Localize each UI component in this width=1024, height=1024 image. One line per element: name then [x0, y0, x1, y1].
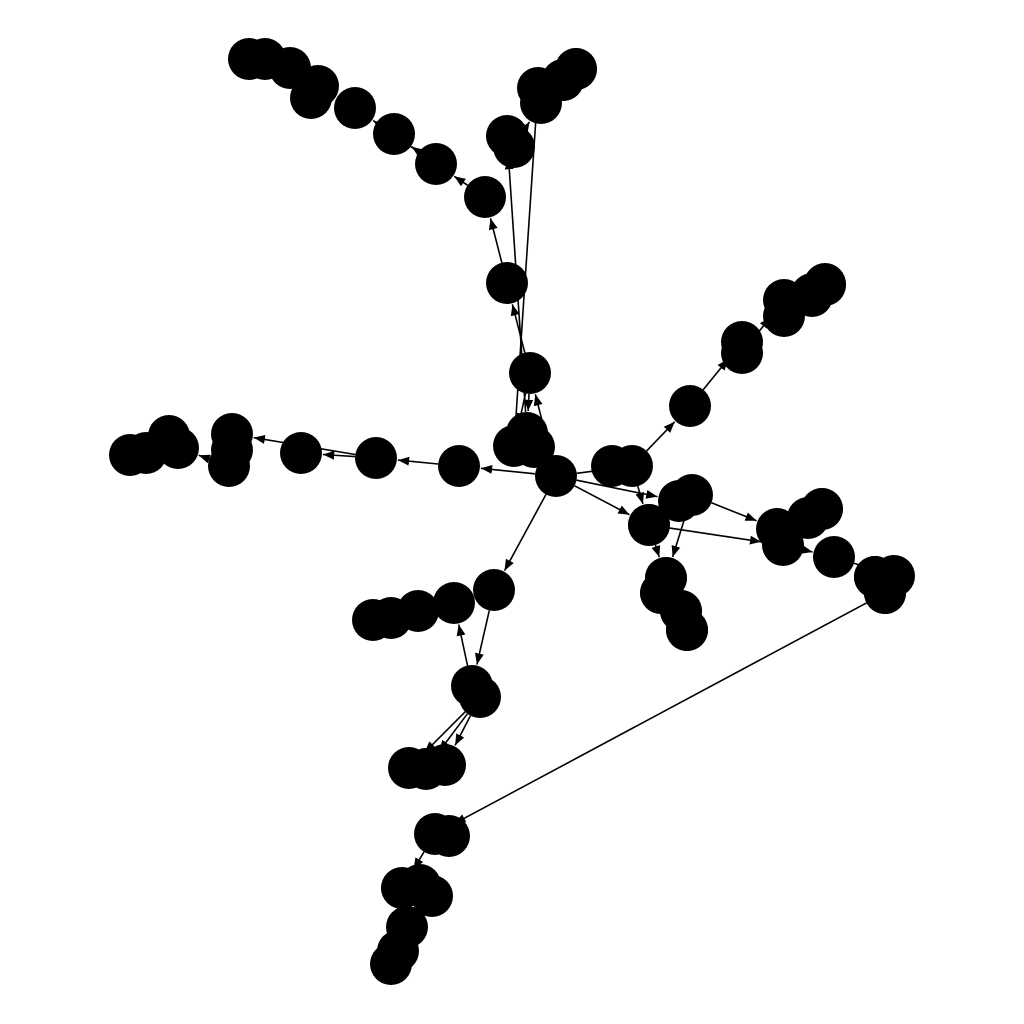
- edge-n0-n6: [574, 485, 630, 516]
- edge-n24-n25: [800, 545, 813, 554]
- node-n2: [509, 352, 551, 394]
- node-n35: [804, 264, 846, 306]
- node-n47: [493, 126, 535, 168]
- edge-n4-n13: [475, 610, 491, 665]
- edge-n18-n19: [711, 502, 757, 522]
- edge-n0-n4: [503, 494, 547, 572]
- node-n14: [459, 676, 501, 718]
- node-cluster-3: [228, 38, 270, 80]
- node-n12: [355, 437, 397, 479]
- node-n44: [334, 87, 376, 129]
- node-n59: [433, 582, 475, 624]
- edge-n14-n15: [424, 711, 466, 753]
- node-cluster-10: [591, 445, 633, 487]
- node-n40: [666, 609, 708, 651]
- node-n4: [473, 569, 515, 611]
- edge-n1-n7: [646, 421, 676, 452]
- edge-n6-n24: [669, 527, 762, 545]
- edge-n12-n55: [322, 450, 356, 460]
- node-n8: [628, 504, 670, 546]
- edge-n14-n17: [454, 715, 472, 746]
- edge-n2-n10: [524, 393, 534, 412]
- node-n55: [280, 432, 322, 474]
- edge-n0-n3: [480, 464, 536, 475]
- node-n7: [669, 385, 711, 427]
- node-n24: [762, 524, 804, 566]
- edge-n7-n28: [702, 358, 729, 391]
- node-n42: [415, 143, 457, 185]
- node-n29: [721, 332, 763, 374]
- node-cluster-1: [290, 77, 332, 119]
- node-n49: [513, 426, 555, 468]
- node-n72: [428, 815, 470, 857]
- node-n54: [542, 59, 584, 101]
- edge-n2-n9: [510, 304, 526, 353]
- node-n25: [813, 536, 855, 578]
- node-n65: [801, 488, 843, 530]
- node-n9: [486, 262, 528, 304]
- edges-layer: [198, 109, 874, 870]
- node-n18: [671, 474, 713, 516]
- node-n62: [352, 599, 394, 641]
- node-n41: [464, 176, 506, 218]
- node-n17: [424, 744, 466, 786]
- edge-n9-n41: [488, 218, 503, 263]
- edge-n8-n36: [651, 544, 661, 558]
- node-cluster-6: [109, 434, 151, 476]
- node-n70: [864, 572, 906, 614]
- node-n3: [438, 445, 480, 487]
- node-cluster-7: [211, 429, 253, 471]
- edge-n57-n58: [198, 454, 211, 464]
- edge-n18-n20: [671, 514, 687, 558]
- node-n43: [373, 113, 415, 155]
- edge-n70-n71: [454, 602, 867, 825]
- edge-n41-n42: [453, 175, 469, 187]
- edge-n3-n12: [397, 456, 439, 466]
- nodes-layer: [109, 38, 915, 985]
- edge-n1-n8: [635, 485, 645, 505]
- edge-n13-n59: [456, 624, 469, 666]
- node-n0: [535, 455, 577, 497]
- node-cluster-8: [399, 864, 441, 906]
- node-cluster-9: [377, 930, 419, 972]
